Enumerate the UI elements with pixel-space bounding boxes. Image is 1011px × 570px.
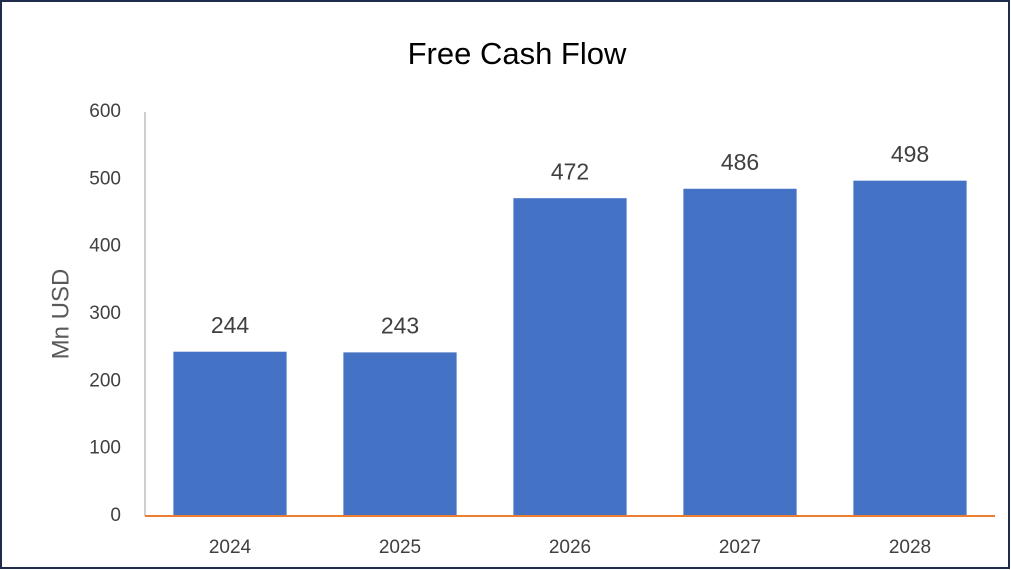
y-tick-label: 200 [89, 370, 121, 391]
x-tick-label: 2026 [549, 537, 591, 558]
x-tick-label: 2027 [719, 537, 761, 558]
data-label: 472 [551, 158, 589, 184]
x-tick-label: 2024 [209, 537, 252, 558]
x-tick-label: 2025 [379, 537, 421, 558]
y-tick-label: 400 [89, 236, 121, 257]
y-tick-label: 0 [110, 505, 121, 526]
bar [343, 352, 457, 516]
x-tick-label: 2028 [889, 537, 931, 558]
y-tick-label: 600 [89, 101, 121, 122]
bar [683, 188, 797, 516]
data-label: 498 [891, 141, 929, 167]
bar [853, 180, 967, 516]
bar [173, 351, 287, 516]
y-axis-label: Mn USD [47, 269, 74, 360]
y-tick-label: 100 [89, 438, 121, 459]
data-label: 486 [721, 149, 759, 175]
data-label: 243 [381, 312, 419, 338]
chart-title: Free Cash Flow [408, 36, 627, 71]
y-tick-label: 300 [89, 303, 121, 324]
data-label: 244 [211, 312, 250, 338]
y-tick-label: 500 [89, 168, 121, 189]
bar [513, 198, 627, 517]
